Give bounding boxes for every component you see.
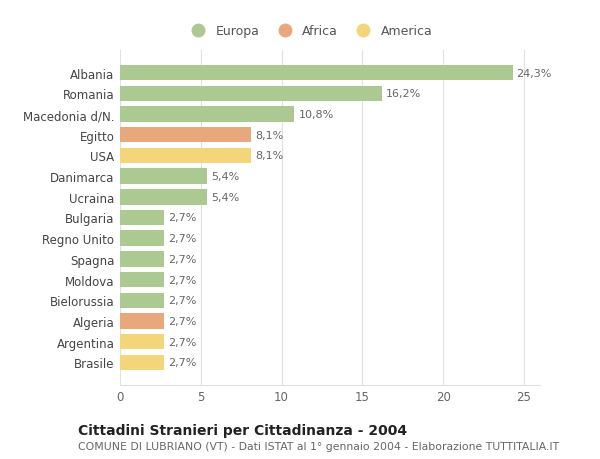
Text: 2,7%: 2,7% — [167, 316, 196, 326]
Bar — [120, 334, 164, 350]
Text: 2,7%: 2,7% — [167, 213, 196, 223]
Text: 2,7%: 2,7% — [167, 296, 196, 306]
Text: 2,7%: 2,7% — [167, 234, 196, 244]
Text: 5,4%: 5,4% — [211, 172, 239, 182]
Bar — [120, 190, 207, 205]
Text: 2,7%: 2,7% — [167, 337, 196, 347]
Bar — [120, 272, 164, 288]
Text: 2,7%: 2,7% — [167, 254, 196, 264]
Text: 24,3%: 24,3% — [517, 68, 552, 78]
Bar — [120, 252, 164, 267]
Bar — [120, 169, 207, 185]
Bar — [120, 148, 251, 164]
Text: Cittadini Stranieri per Cittadinanza - 2004: Cittadini Stranieri per Cittadinanza - 2… — [78, 423, 407, 437]
Text: 5,4%: 5,4% — [211, 192, 239, 202]
Bar — [120, 86, 382, 102]
Text: 2,7%: 2,7% — [167, 275, 196, 285]
Text: 8,1%: 8,1% — [255, 151, 283, 161]
Text: 8,1%: 8,1% — [255, 130, 283, 140]
Legend: Europa, Africa, America: Europa, Africa, America — [181, 20, 437, 43]
Bar — [120, 293, 164, 308]
Text: COMUNE DI LUBRIANO (VT) - Dati ISTAT al 1° gennaio 2004 - Elaborazione TUTTITALI: COMUNE DI LUBRIANO (VT) - Dati ISTAT al … — [78, 441, 559, 451]
Bar — [120, 355, 164, 370]
Bar — [120, 107, 295, 123]
Bar — [120, 128, 251, 143]
Bar — [120, 313, 164, 329]
Text: 10,8%: 10,8% — [299, 110, 334, 120]
Text: 16,2%: 16,2% — [386, 89, 421, 99]
Bar — [120, 66, 512, 81]
Bar — [120, 231, 164, 246]
Text: 2,7%: 2,7% — [167, 358, 196, 368]
Bar — [120, 210, 164, 226]
